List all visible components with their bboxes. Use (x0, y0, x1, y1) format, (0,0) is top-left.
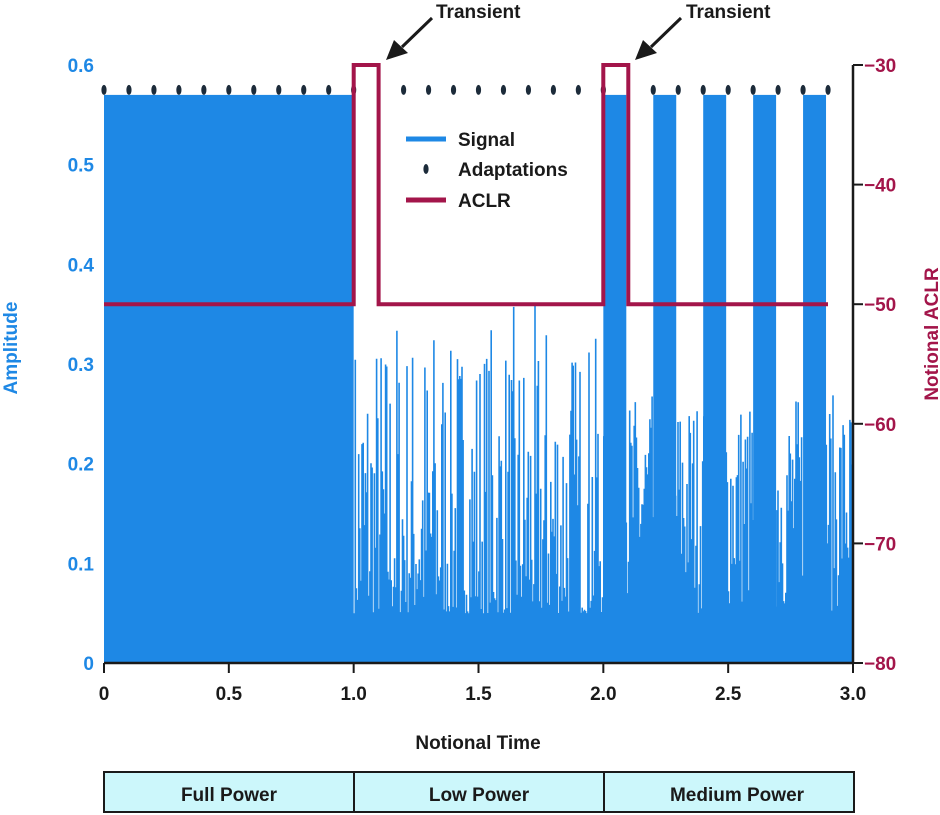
aclr-series (104, 63, 828, 307)
annotation-transient-1-label: Transient (436, 2, 521, 23)
x-tick-label: 0.5 (216, 684, 243, 705)
axes: 0 0.5 1.0 1.5 2.0 2.5 3.0 0 0.1 0.2 0.3 0.4 0.5 0.6 −8… (68, 56, 897, 705)
adaptation-marker-18 (575, 84, 581, 95)
annotation-transient-2-arrowhead (635, 40, 657, 60)
legend-adaptations-swatch (423, 164, 429, 174)
annotation-transient-1-arrowhead (386, 40, 408, 60)
adaptation-marker-25 (775, 84, 781, 95)
adaptation-marker-6 (251, 84, 257, 95)
adaptation-marker-27 (825, 84, 831, 95)
y-right-tick-label: −70 (864, 534, 896, 555)
adaptation-marker-22 (700, 84, 706, 95)
adaptation-marker-4 (201, 84, 207, 95)
adaptation-marker-7 (276, 84, 282, 95)
adaptation-marker-8 (301, 84, 307, 95)
annotation-transient-2: Transient (635, 2, 771, 60)
legend: Signal Adaptations ACLR (406, 130, 568, 212)
x-tick-label: 2.0 (590, 684, 616, 705)
x-tick-label: 1.0 (340, 684, 366, 705)
signal-series (104, 94, 853, 663)
adaptation-marker-1 (126, 84, 132, 95)
legend-adaptations-label: Adaptations (458, 160, 568, 181)
x-tick-label: 2.5 (715, 684, 742, 705)
y-left-tick-label: 0.3 (68, 355, 94, 376)
x-axis-title: Notional Time (415, 733, 540, 754)
power-segment-full (103, 771, 355, 813)
annotation-transient-1-arrow (400, 16, 434, 49)
adaptation-marker-15 (500, 84, 507, 95)
legend-signal-label: Signal (458, 130, 515, 151)
y-right-tick-label: −60 (864, 415, 896, 436)
y-left-tick-label: 0.1 (68, 554, 95, 575)
adaptation-marker-17 (550, 84, 557, 95)
power-segments-bar: Full Power Low Power Medium Power (103, 771, 855, 813)
y-axis-left-title: Amplitude (1, 302, 22, 395)
y-left-tick-label: 0 (83, 654, 94, 675)
adaptation-marker-13 (450, 84, 457, 95)
axis-titles: Notional Time Amplitude Notional ACLR (1, 267, 940, 754)
adaptation-marker-26 (800, 84, 806, 95)
y-left-tick-label: 0.2 (68, 455, 94, 476)
signal-spikes-low (353, 304, 604, 663)
adaptation-marker-14 (475, 84, 482, 95)
signal-burst-full (104, 94, 354, 663)
adaptation-marker-24 (750, 84, 756, 95)
y-axis-right-title: Notional ACLR (922, 267, 940, 401)
x-tick-label: 3.0 (840, 684, 866, 705)
adaptation-marker-23 (725, 84, 731, 95)
adaptation-marker-11 (401, 84, 407, 95)
adaptation-marker-3 (176, 84, 182, 95)
x-tick-label: 1.5 (465, 684, 492, 705)
power-segment-low (353, 771, 605, 813)
y-right-tick-label: −50 (864, 295, 896, 316)
adaptations-series (101, 84, 831, 95)
adaptation-marker-21 (675, 84, 681, 95)
annotation-transient-1: Transient (386, 2, 521, 60)
power-segment-full-label: Full Power (181, 785, 278, 806)
power-segment-medium-label: Medium Power (670, 785, 805, 806)
annotation-transient-2-label: Transient (686, 2, 771, 23)
power-segment-low-label: Low Power (429, 785, 530, 806)
adaptation-marker-16 (525, 84, 532, 95)
adaptation-marker-2 (151, 84, 157, 95)
x-tick-label: 0 (99, 684, 110, 705)
y-left-tick-label: 0.4 (68, 255, 95, 276)
adaptation-marker-5 (226, 84, 232, 95)
y-right-tick-label: −80 (864, 654, 896, 675)
aclr-line (104, 63, 828, 307)
y-right-tick-label: −30 (864, 56, 896, 77)
adaptation-marker-9 (326, 84, 332, 95)
adaptation-marker-0 (101, 84, 107, 95)
adaptation-marker-12 (425, 84, 432, 95)
legend-aclr-label: ACLR (458, 191, 511, 212)
signal-spikes-medium (603, 395, 853, 663)
y-left-tick-label: 0.6 (68, 56, 94, 77)
y-right-tick-label: −40 (864, 176, 896, 197)
y-left-tick-label: 0.5 (68, 156, 95, 177)
adaptation-marker-20 (650, 84, 656, 95)
power-segment-medium (603, 771, 855, 813)
annotation-transient-2-arrow (649, 16, 683, 49)
